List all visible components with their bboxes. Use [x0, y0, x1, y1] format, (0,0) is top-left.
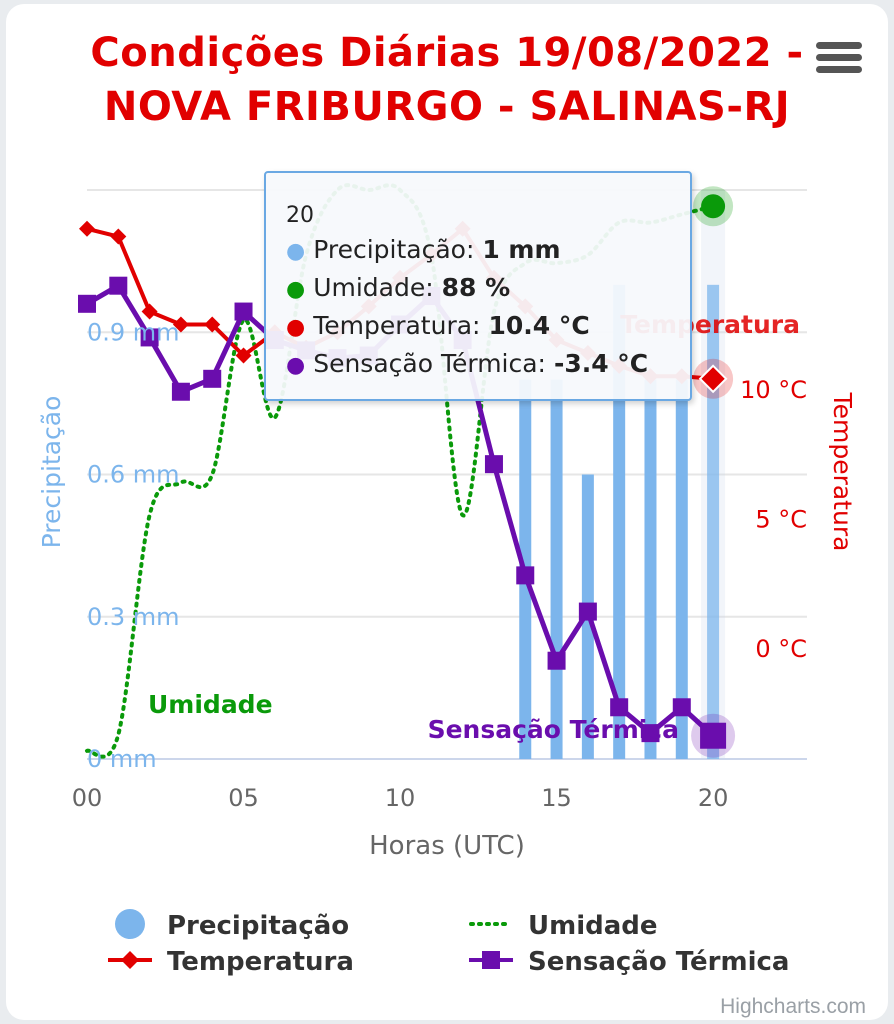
left-axis-tick-label: 0.6 mm: [87, 461, 180, 489]
sensacao-point: [547, 651, 566, 670]
temperatura-point: [141, 303, 158, 320]
x-axis-tick-label: 05: [228, 784, 259, 812]
tooltip-header: 20: [286, 203, 314, 228]
sensacao-point: [516, 566, 535, 585]
chart-title-line-1: Condições Diárias 19/08/2022 -: [90, 30, 804, 76]
sensacao-point-highlighted: [700, 722, 727, 749]
sensacao-point: [641, 724, 660, 743]
precipitation-bar: [550, 379, 563, 759]
legend-item-label[interactable]: Umidade: [528, 911, 658, 941]
chart-title-line-2: NOVA FRIBURGO - SALINAS-RJ: [103, 84, 791, 130]
credits-link[interactable]: Highcharts.com: [720, 995, 866, 1018]
right-axis-tick-label: 5 °C: [755, 505, 807, 533]
tooltip-row-sensacao: ● Sensação Térmica: -3.4 °C: [286, 349, 648, 378]
left-axis-tick-label: 0.9 mm: [87, 318, 180, 346]
x-axis-tick-label: 15: [541, 784, 572, 812]
temperatura-point-highlighted: [698, 364, 728, 394]
sensacao-series-label: Sensação Térmica: [428, 715, 679, 744]
legend-item-label[interactable]: Precipitação: [167, 911, 349, 941]
right-axis-title: Temperatura: [828, 392, 857, 552]
sensacao-point: [78, 294, 96, 313]
tooltip-value: 1 mm: [482, 235, 561, 264]
x-axis-tick-label: 00: [72, 784, 103, 812]
hamburger-menu-icon[interactable]: [816, 42, 862, 80]
tooltip-label: Umidade:: [313, 273, 442, 302]
umidade-point-highlighted: [701, 194, 726, 219]
sensacao-point: [171, 382, 190, 401]
series-dot-icon: ●: [286, 315, 306, 340]
umidade-series-label: Umidade: [148, 690, 273, 719]
legend-sensacao-marker: [482, 951, 500, 969]
x-axis-title: Horas (UTC): [369, 831, 525, 861]
left-axis-title: Precipitação: [37, 396, 66, 549]
precipitation-bar: [613, 284, 626, 759]
legend-item-label[interactable]: Temperatura: [167, 947, 354, 977]
sensacao-point: [140, 328, 159, 347]
sensacao-point: [578, 602, 597, 621]
series-dot-icon: ●: [286, 277, 306, 302]
precipitation-bar: [707, 284, 720, 759]
tooltip-row-temperatura: ● Temperatura: 10.4 °C: [286, 311, 590, 340]
temperatura-point: [235, 347, 252, 364]
tooltip: 20 ● Precipitação: 1 mm ● Umidade: 88 % ● T…: [264, 171, 692, 401]
temperatura-point: [204, 316, 221, 333]
tooltip-label: Sensação Térmica:: [313, 349, 554, 378]
sensacao-point: [109, 276, 128, 295]
tooltip-row-umidade: ● Umidade: 88 %: [286, 273, 510, 302]
precipitation-bar: [644, 379, 657, 759]
left-axis-tick-label: 0.3 mm: [87, 603, 180, 631]
sensacao-point: [484, 455, 503, 474]
temperatura-point: [172, 316, 189, 333]
x-axis-tick-label: 20: [698, 784, 729, 812]
sensacao-point: [672, 698, 691, 717]
x-axis-tick-label: 10: [385, 784, 416, 812]
umidade-series-line: [85, 183, 716, 759]
right-axis-tick-label: 10 °C: [740, 376, 807, 404]
legend-item-label[interactable]: Sensação Térmica: [528, 947, 789, 977]
temperatura-point: [110, 228, 127, 245]
left-axis-tick-label: 0 mm: [87, 745, 157, 773]
chart-title: Condições Diárias 19/08/2022 - NOVA FRIB…: [0, 26, 894, 134]
temperatura-point: [79, 220, 95, 237]
right-axis-tick-label: 0 °C: [755, 635, 807, 663]
legend-temperatura-marker: [121, 951, 139, 969]
sensacao-point: [203, 369, 222, 388]
tooltip-value: 88 %: [441, 273, 511, 302]
tooltip-value: -3.4 °C: [553, 349, 649, 378]
legend-precipitacao-symbol: [115, 909, 145, 939]
precipitation-bar: [675, 379, 688, 759]
series-dot-icon: ●: [286, 239, 306, 264]
sensacao-point: [234, 302, 253, 321]
tooltip-row-precipitacao: ● Precipitação: 1 mm: [286, 235, 561, 264]
tooltip-label: Precipitação:: [313, 235, 483, 264]
tooltip-value: 10.4 °C: [488, 311, 590, 340]
series-dot-icon: ●: [286, 353, 306, 378]
sensacao-point: [610, 698, 629, 717]
tooltip-label: Temperatura:: [313, 311, 489, 340]
